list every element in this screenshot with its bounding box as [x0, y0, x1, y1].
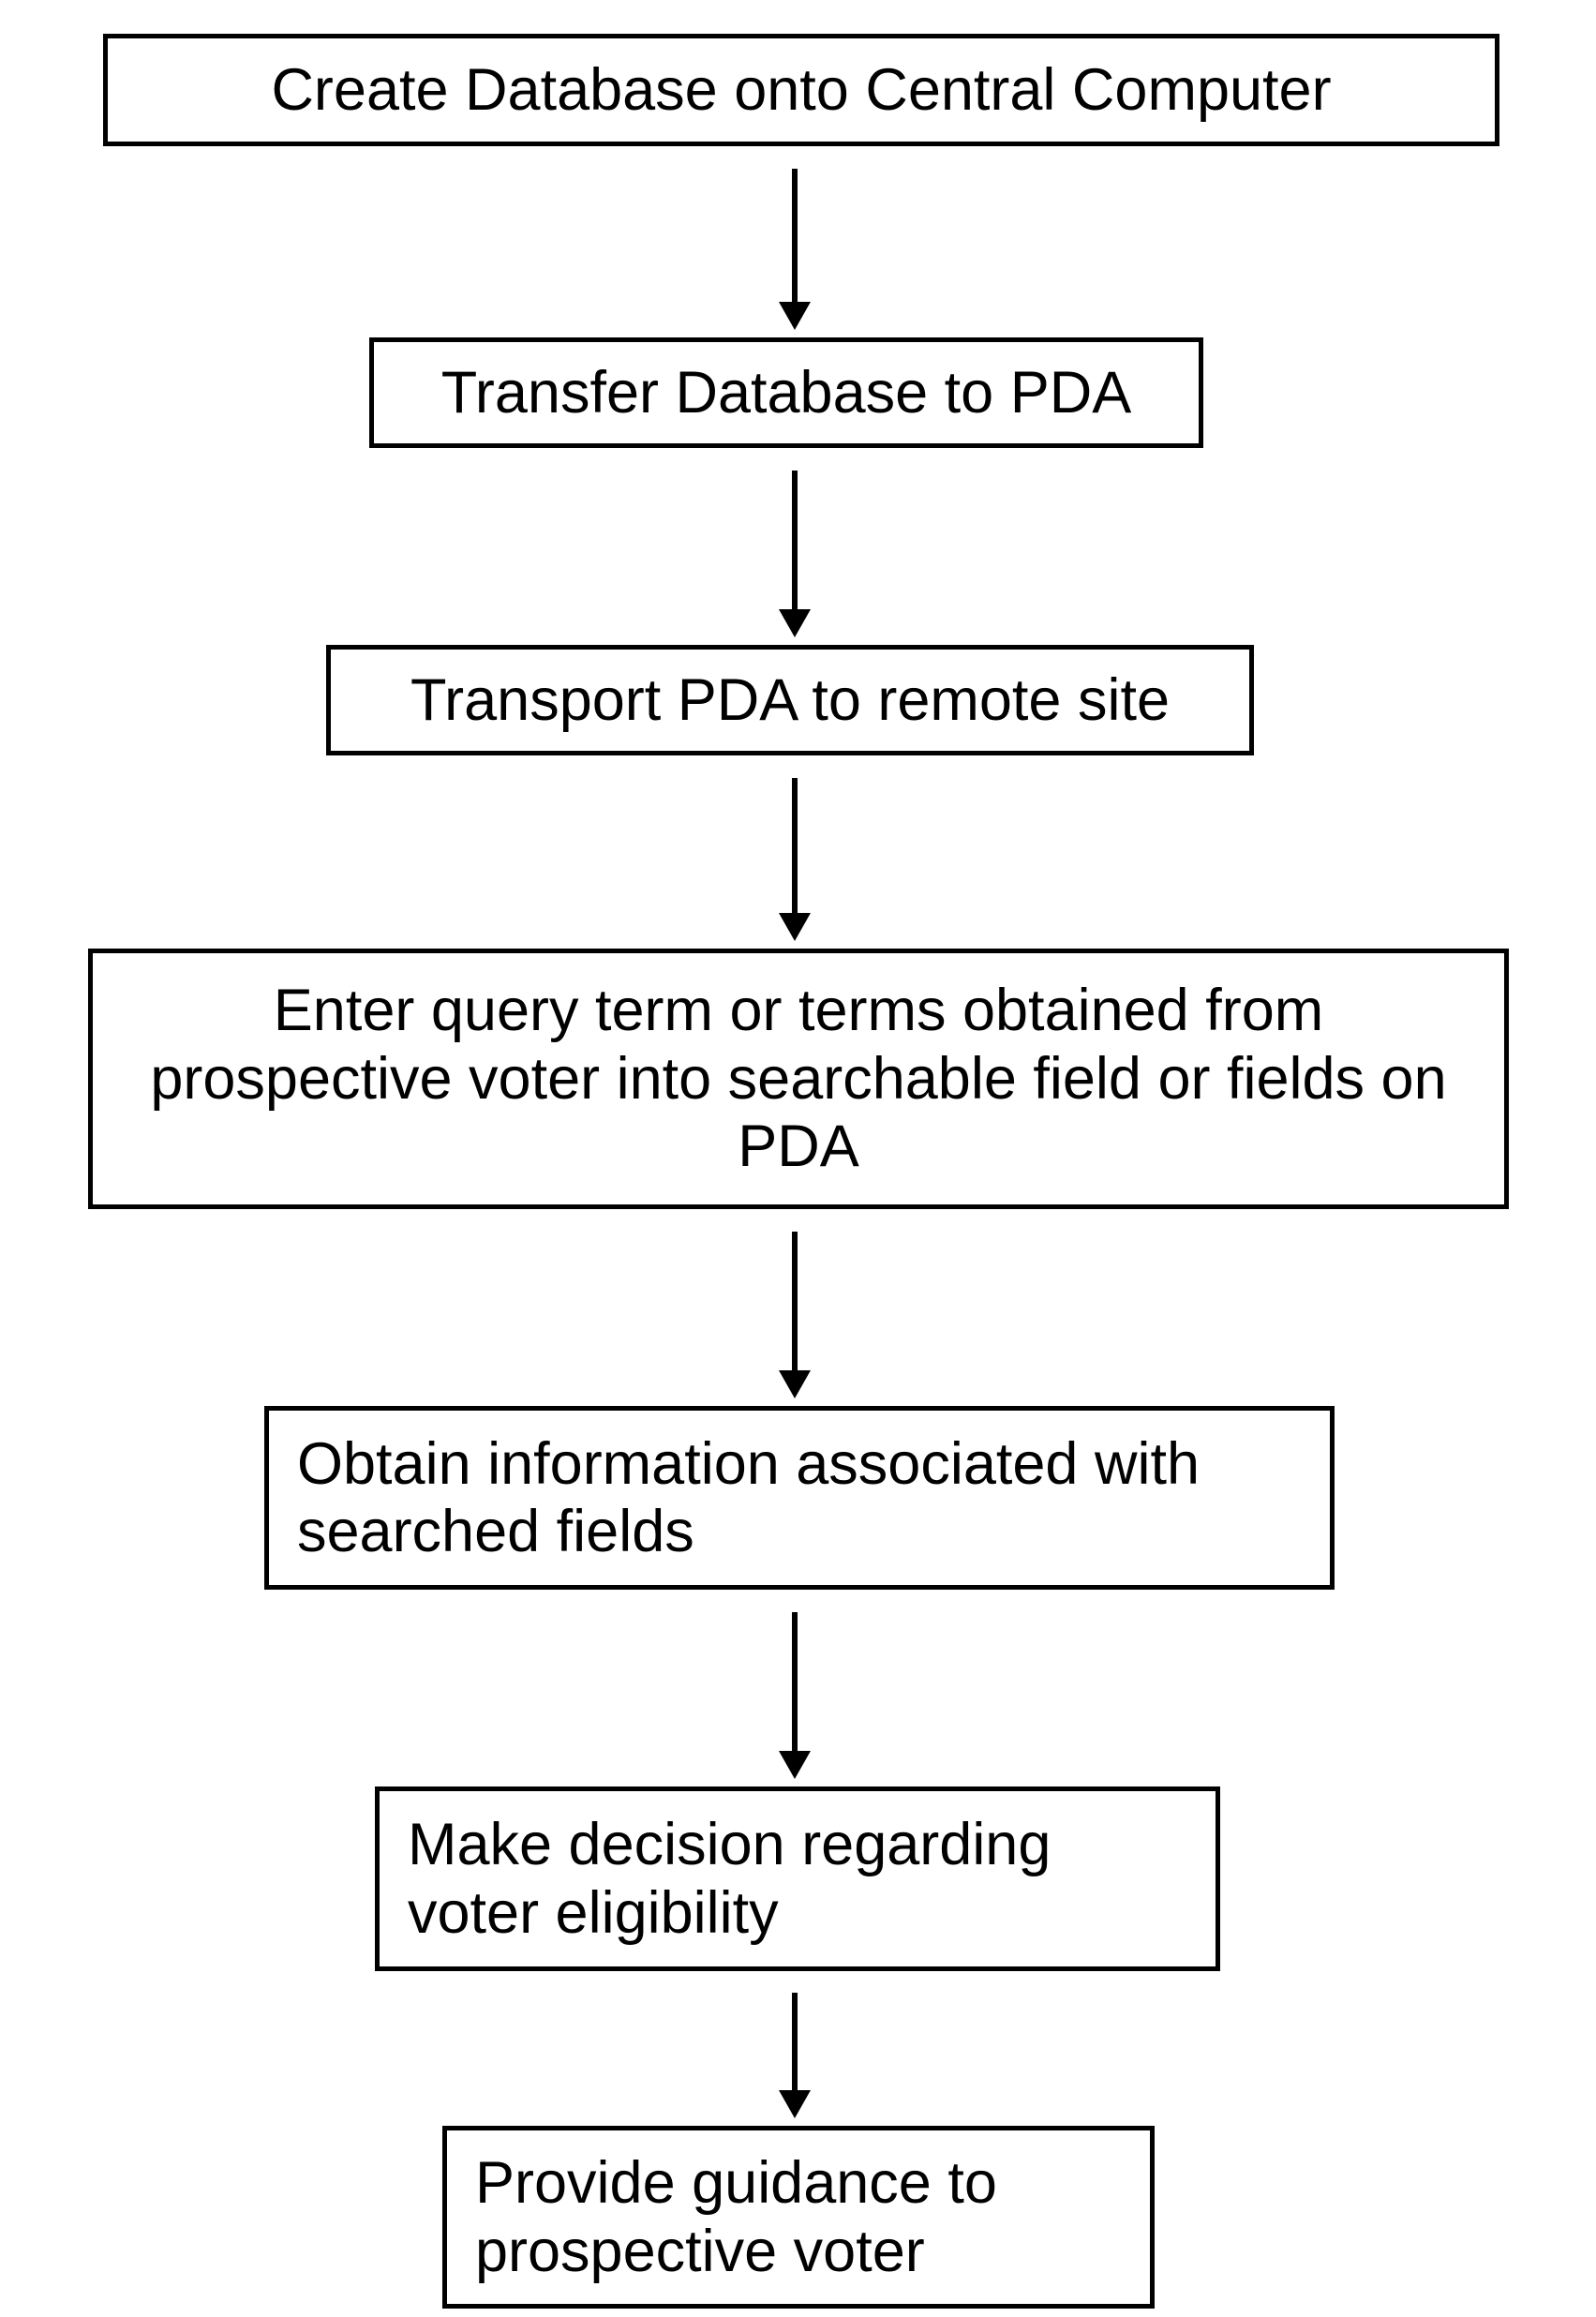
flow-node-n3: Enter query term or terms obtained from … [88, 949, 1509, 1209]
flow-arrow-shaft [792, 1993, 798, 2090]
flow-node-n6: Provide guidance to prospective voter [442, 2126, 1155, 2309]
flow-arrow-head-icon [779, 2090, 811, 2118]
flow-arrow-head-icon [779, 609, 811, 637]
flow-node-label: Transfer Database to PDA [441, 359, 1132, 426]
flow-node-label: Make decision regarding voter eligibilit… [408, 1811, 1187, 1947]
flow-arrow-head-icon [779, 1751, 811, 1779]
flow-arrow-shaft [792, 778, 798, 913]
flow-node-n1: Transfer Database to PDA [369, 337, 1203, 448]
flow-arrow-shaft [792, 1232, 798, 1370]
flowchart-canvas: Create Database onto Central Computer Tra… [0, 0, 1596, 2317]
flow-node-n4: Obtain information associated with searc… [264, 1406, 1335, 1590]
flow-arrow-head-icon [779, 1370, 811, 1398]
flow-node-label: Create Database onto Central Computer [271, 56, 1331, 124]
flow-arrow-head-icon [779, 913, 811, 941]
flow-node-label: Transport PDA to remote site [410, 666, 1170, 734]
flow-arrow-shaft [792, 1612, 798, 1751]
flow-node-label: Provide guidance to prospective voter [475, 2149, 1122, 2285]
flow-arrow-shaft [792, 471, 798, 609]
flow-node-n2: Transport PDA to remote site [326, 645, 1254, 755]
flow-node-n0: Create Database onto Central Computer [103, 34, 1499, 146]
flow-arrow-head-icon [779, 302, 811, 330]
flow-arrow-shaft [792, 169, 798, 302]
flow-node-n5: Make decision regarding voter eligibilit… [375, 1786, 1220, 1971]
flow-node-label: Obtain information associated with searc… [297, 1430, 1302, 1566]
flow-node-label: Enter query term or terms obtained from … [130, 977, 1467, 1180]
